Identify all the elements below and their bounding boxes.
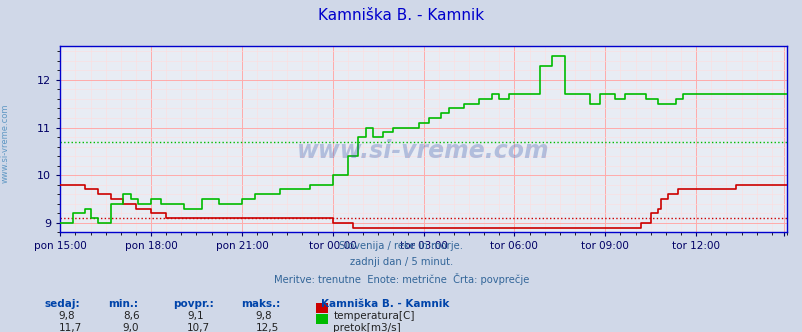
Text: www.si-vreme.com: www.si-vreme.com bbox=[297, 138, 549, 163]
Text: 9,0: 9,0 bbox=[123, 323, 140, 332]
Text: Kamniška B. - Kamnik: Kamniška B. - Kamnik bbox=[318, 8, 484, 23]
Text: 10,7: 10,7 bbox=[187, 323, 210, 332]
Text: zadnji dan / 5 minut.: zadnji dan / 5 minut. bbox=[350, 257, 452, 267]
Text: maks.:: maks.: bbox=[241, 299, 280, 309]
Text: pretok[m3/s]: pretok[m3/s] bbox=[333, 323, 400, 332]
Text: min.:: min.: bbox=[108, 299, 138, 309]
Text: sedaj:: sedaj: bbox=[44, 299, 79, 309]
Text: 12,5: 12,5 bbox=[255, 323, 278, 332]
Text: Kamniška B. - Kamnik: Kamniška B. - Kamnik bbox=[321, 299, 449, 309]
Text: 9,8: 9,8 bbox=[59, 311, 75, 321]
Text: 9,1: 9,1 bbox=[187, 311, 204, 321]
Text: 9,8: 9,8 bbox=[255, 311, 272, 321]
Text: 11,7: 11,7 bbox=[59, 323, 82, 332]
Text: temperatura[C]: temperatura[C] bbox=[333, 311, 414, 321]
Text: povpr.:: povpr.: bbox=[172, 299, 213, 309]
Text: Slovenija / reke in morje.: Slovenija / reke in morje. bbox=[339, 241, 463, 251]
Text: Meritve: trenutne  Enote: metrične  Črta: povprečje: Meritve: trenutne Enote: metrične Črta: … bbox=[273, 273, 529, 285]
Text: 8,6: 8,6 bbox=[123, 311, 140, 321]
Text: www.si-vreme.com: www.si-vreme.com bbox=[1, 103, 10, 183]
